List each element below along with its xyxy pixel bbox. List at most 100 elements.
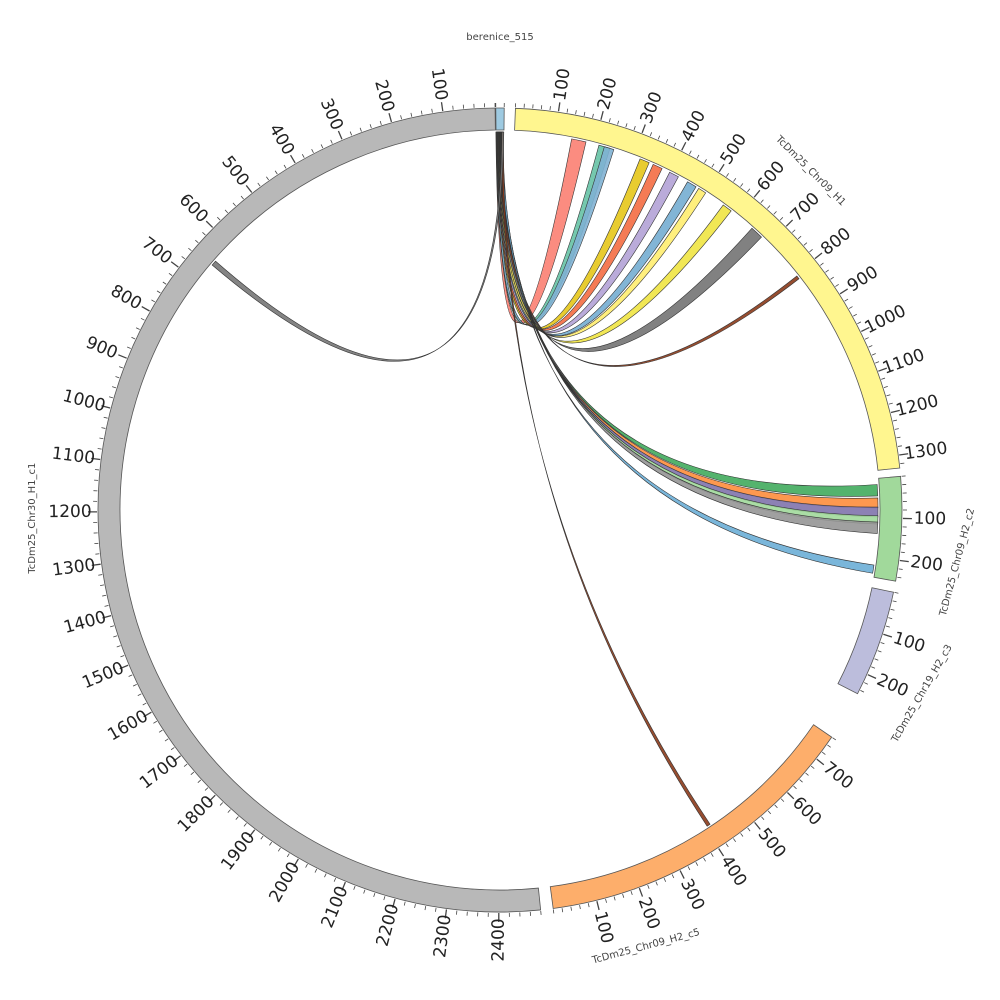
tick-mark	[605, 898, 607, 903]
tick-mark	[119, 664, 129, 670]
tick-mark	[227, 809, 231, 813]
tick-label: 2200	[373, 902, 404, 949]
link-TcDm25_Chr09_H2_c2-105	[500, 131, 879, 525]
tick-mark	[809, 249, 813, 253]
tick-label: 2300	[430, 913, 456, 959]
tick-mark	[773, 211, 777, 215]
tick-mark	[143, 711, 152, 718]
tick-label: 500	[217, 152, 253, 190]
tick-mark	[170, 261, 179, 268]
tick-mark	[330, 139, 333, 144]
tick-mark	[363, 889, 366, 894]
tick-mark	[888, 617, 893, 620]
tick-mark	[260, 835, 264, 840]
tick-mark	[97, 448, 102, 450]
tick-mark	[283, 164, 287, 169]
tick-mark	[102, 594, 107, 597]
tick-mark	[663, 877, 667, 882]
tick-mark	[110, 625, 115, 628]
tick-mark	[156, 290, 161, 294]
tick-mark	[710, 853, 714, 857]
segment-label: berenice_515	[466, 32, 533, 43]
tick-mark	[153, 720, 158, 724]
tick-mark	[115, 376, 120, 379]
tick-mark	[888, 402, 893, 405]
tick-mark	[827, 744, 831, 748]
tick-label: 300	[637, 89, 667, 126]
tick-mark	[103, 416, 108, 419]
tick-mark	[711, 163, 715, 168]
tick-mark	[848, 306, 853, 309]
tick-mark	[240, 195, 244, 200]
tick-mark	[289, 154, 296, 164]
tick-mark	[113, 635, 118, 638]
tick-mark	[266, 176, 269, 181]
tick-mark	[754, 821, 761, 830]
tick-mark	[583, 111, 586, 116]
segment-TcDm25_Chr30_H1_c1	[97, 107, 542, 913]
tick-mark	[101, 405, 111, 409]
tick-label: 200	[370, 78, 398, 115]
tick-mark	[868, 345, 873, 348]
tick-mark	[839, 288, 849, 295]
tick-mark	[379, 120, 382, 125]
tick-mark	[388, 113, 393, 123]
tick-mark	[162, 281, 167, 285]
tick-mark	[825, 269, 829, 273]
tick-mark	[649, 132, 653, 137]
tick-mark	[814, 252, 823, 260]
tick-mark	[557, 102, 561, 112]
tick-mark	[881, 377, 886, 380]
tick-mark	[630, 890, 633, 896]
tick-label: 1700	[136, 751, 182, 793]
segment-TcDm25_Chr09_H2_c2	[873, 475, 903, 582]
tick-mark	[871, 666, 876, 669]
tick-label: 800	[107, 281, 145, 314]
tick-mark	[625, 123, 628, 128]
tick-mark	[197, 779, 202, 783]
tick-label: 1200	[894, 391, 941, 421]
tick-label: 600	[753, 157, 789, 195]
tick-mark	[655, 881, 658, 886]
tick-mark	[91, 563, 101, 567]
tick-mark	[753, 189, 761, 198]
tick-mark	[687, 866, 691, 871]
tick-mark	[799, 779, 803, 783]
tick-mark	[126, 346, 131, 349]
tick-mark	[725, 843, 729, 848]
tick-mark	[761, 816, 765, 821]
ticks-layer	[88, 102, 912, 923]
tick-mark	[871, 353, 876, 356]
tick-mark	[195, 239, 199, 244]
tick-mark	[181, 256, 186, 260]
tick-label: 100	[550, 67, 575, 102]
tick-mark	[774, 804, 778, 809]
segment-label: TcDm25_Chr30_H1_c1	[27, 463, 38, 575]
segment-TcDm25_Chr09_H2_c5	[549, 724, 833, 909]
tick-mark	[695, 862, 699, 866]
tick-mark	[301, 154, 305, 158]
tick-mark	[349, 131, 353, 136]
tick-mark	[135, 327, 140, 330]
tick-mark	[403, 901, 406, 906]
tick-mark	[638, 887, 644, 897]
segments-layer	[97, 107, 903, 913]
tick-mark	[894, 428, 899, 430]
tick-mark	[118, 354, 127, 359]
tick-mark	[208, 794, 216, 803]
tick-mark	[277, 847, 281, 852]
tick-label: 1400	[62, 607, 109, 638]
tick-mark	[359, 127, 362, 132]
link-TcDm25_Chr09_H2_c2-30	[499, 131, 879, 497]
segment-TcDm25_Chr09_H1	[514, 107, 901, 471]
tick-mark	[101, 427, 106, 429]
tick-label: 1000	[862, 301, 910, 338]
tick-mark	[703, 857, 706, 862]
tick-mark	[613, 896, 616, 901]
tick-mark	[99, 437, 104, 440]
tick-mark	[420, 110, 423, 115]
tick-mark	[786, 792, 795, 800]
tick-mark	[190, 771, 195, 775]
tick-mark	[877, 650, 882, 653]
link-TcDm25_Chr09_H2_c2-230	[500, 131, 875, 574]
